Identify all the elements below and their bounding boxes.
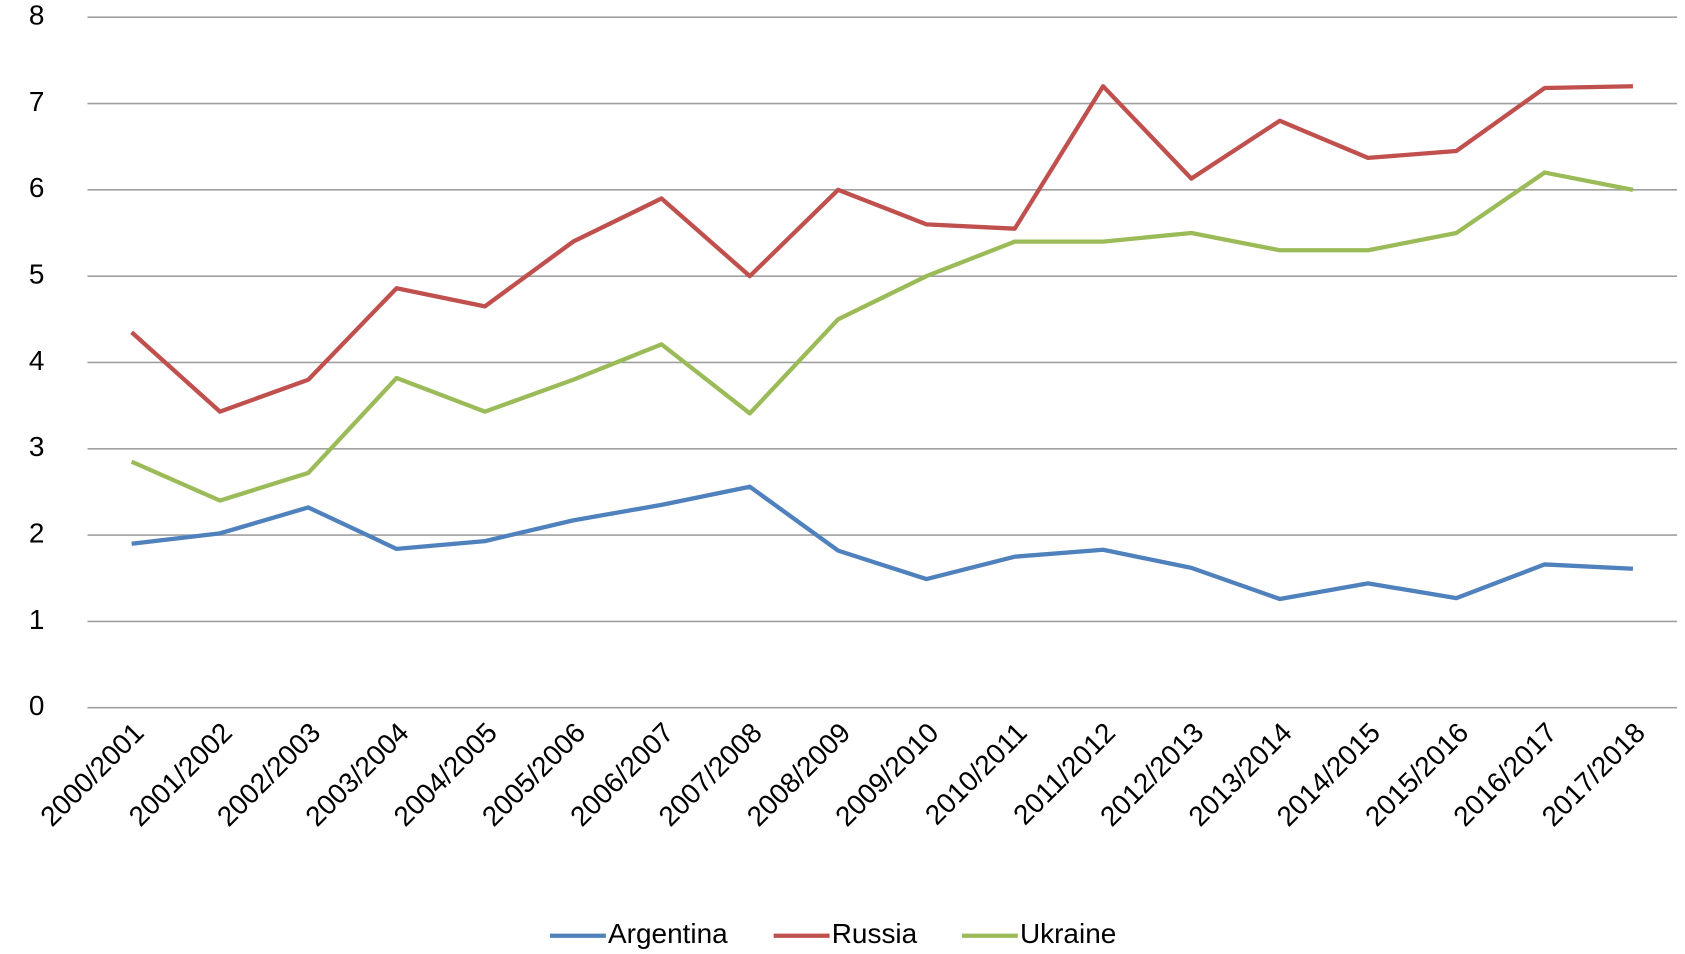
y-tick-label: 7 xyxy=(29,86,45,117)
series-line xyxy=(131,484,1634,602)
y-tick-label: 1 xyxy=(29,604,45,635)
legend-label: Ukraine xyxy=(1020,918,1116,949)
y-tick-label: 0 xyxy=(29,690,45,721)
legend-label: Argentina xyxy=(608,918,728,949)
y-tick-label: 6 xyxy=(29,172,45,203)
series-line xyxy=(130,170,1634,503)
series-line xyxy=(130,84,1633,414)
y-tick-label: 2 xyxy=(29,517,45,548)
y-tick-label: 5 xyxy=(29,259,45,290)
y-tick-label: 4 xyxy=(29,345,45,376)
y-tick-label: 8 xyxy=(29,0,45,31)
y-tick-label: 3 xyxy=(29,431,45,462)
legend-label: Russia xyxy=(832,918,918,949)
